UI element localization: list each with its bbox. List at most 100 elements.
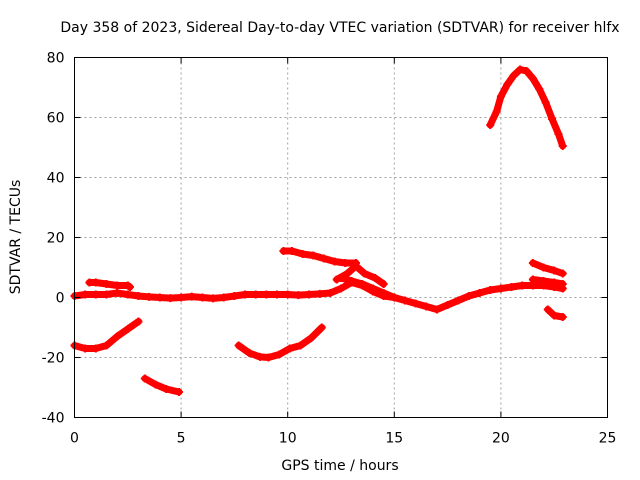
data-point bbox=[486, 286, 495, 294]
data-point bbox=[251, 290, 260, 299]
data-point bbox=[496, 284, 505, 293]
data-point bbox=[166, 294, 175, 303]
data-point bbox=[298, 250, 307, 258]
data-point bbox=[351, 262, 360, 270]
data-point bbox=[341, 259, 350, 267]
y-tick-label: -20 bbox=[42, 351, 65, 367]
data-point bbox=[475, 289, 484, 297]
data-point bbox=[113, 289, 122, 297]
data-point bbox=[528, 259, 537, 267]
data-point bbox=[422, 302, 431, 311]
data-point bbox=[151, 380, 160, 389]
y-tick-label: -40 bbox=[42, 411, 65, 427]
data-point bbox=[198, 293, 207, 302]
data-point bbox=[123, 325, 132, 333]
data-point bbox=[264, 353, 273, 362]
data-point bbox=[219, 293, 228, 302]
data-point bbox=[535, 85, 544, 93]
x-axis-title: GPS time / hours bbox=[281, 458, 398, 474]
series-track-10 bbox=[529, 259, 567, 277]
data-point bbox=[241, 290, 250, 299]
data-point bbox=[245, 349, 254, 357]
data-point bbox=[113, 281, 122, 290]
data-point bbox=[358, 280, 367, 288]
data-point bbox=[541, 98, 550, 107]
data-point bbox=[558, 280, 567, 288]
data-point bbox=[294, 291, 303, 300]
data-point bbox=[509, 71, 518, 80]
data-point bbox=[528, 275, 537, 284]
data-point bbox=[102, 290, 111, 299]
series-track-9 bbox=[486, 66, 567, 150]
data-point bbox=[486, 121, 495, 129]
data-point bbox=[516, 65, 525, 74]
data-point bbox=[507, 283, 516, 291]
x-tick-label: 10 bbox=[279, 431, 297, 447]
y-tick-label: 60 bbox=[47, 111, 65, 127]
y-tick-label: 20 bbox=[47, 231, 65, 247]
data-point bbox=[464, 292, 473, 300]
data-point bbox=[539, 277, 548, 285]
data-point bbox=[371, 274, 380, 282]
data-point bbox=[81, 290, 90, 299]
data-point bbox=[209, 294, 218, 303]
data-point bbox=[123, 290, 132, 299]
data-point bbox=[496, 92, 505, 101]
series-layer bbox=[70, 65, 567, 396]
y-tick-label: 0 bbox=[56, 291, 65, 307]
data-point bbox=[279, 247, 288, 255]
data-point bbox=[187, 292, 196, 301]
data-point bbox=[360, 269, 369, 278]
data-point bbox=[550, 266, 559, 275]
data-point bbox=[337, 274, 345, 282]
data-point bbox=[262, 290, 271, 299]
data-point bbox=[91, 344, 100, 353]
data-point bbox=[91, 278, 100, 287]
data-point bbox=[400, 296, 409, 305]
data-point bbox=[368, 284, 377, 293]
data-point bbox=[558, 269, 567, 278]
x-tick-label: 0 bbox=[70, 431, 79, 447]
data-point bbox=[454, 296, 463, 305]
data-point bbox=[411, 299, 420, 308]
data-point bbox=[234, 341, 243, 350]
data-point bbox=[554, 130, 563, 138]
data-point bbox=[305, 290, 314, 299]
data-point bbox=[558, 142, 567, 150]
data-point bbox=[162, 385, 171, 393]
x-tick-label: 15 bbox=[385, 431, 403, 447]
data-point bbox=[102, 280, 111, 288]
data-point bbox=[503, 80, 512, 89]
data-point bbox=[309, 251, 318, 260]
data-point bbox=[432, 305, 441, 314]
data-point bbox=[230, 292, 239, 300]
data-point bbox=[319, 254, 328, 263]
data-point bbox=[283, 290, 292, 299]
data-point bbox=[81, 344, 90, 353]
data-point bbox=[317, 323, 326, 332]
data-point bbox=[177, 293, 186, 302]
data-point bbox=[134, 292, 143, 300]
series-track-11 bbox=[529, 276, 567, 288]
data-point bbox=[518, 281, 527, 290]
y-tick-label: 80 bbox=[47, 51, 65, 67]
data-point bbox=[543, 305, 552, 314]
data-point bbox=[337, 284, 345, 293]
data-point bbox=[522, 67, 531, 75]
data-point bbox=[134, 317, 143, 326]
data-point bbox=[528, 74, 537, 83]
data-point bbox=[102, 341, 111, 350]
y-axis-title: SDTVAR / TECUs bbox=[8, 180, 24, 295]
x-tick-label: 20 bbox=[492, 431, 510, 447]
tick-layer: 0 5 10 15 20 25 -40 -20 0 20 40 60 80 bbox=[42, 51, 617, 447]
data-point bbox=[315, 289, 324, 298]
data-point bbox=[174, 388, 183, 396]
chart-title: Day 358 of 2023, Sidereal Day-to-day VTE… bbox=[60, 20, 619, 36]
grid-layer bbox=[74, 57, 608, 418]
data-point bbox=[390, 293, 399, 302]
x-tick-label: 5 bbox=[177, 431, 186, 447]
data-point bbox=[255, 352, 264, 361]
data-point bbox=[558, 313, 567, 321]
data-point bbox=[443, 301, 452, 309]
